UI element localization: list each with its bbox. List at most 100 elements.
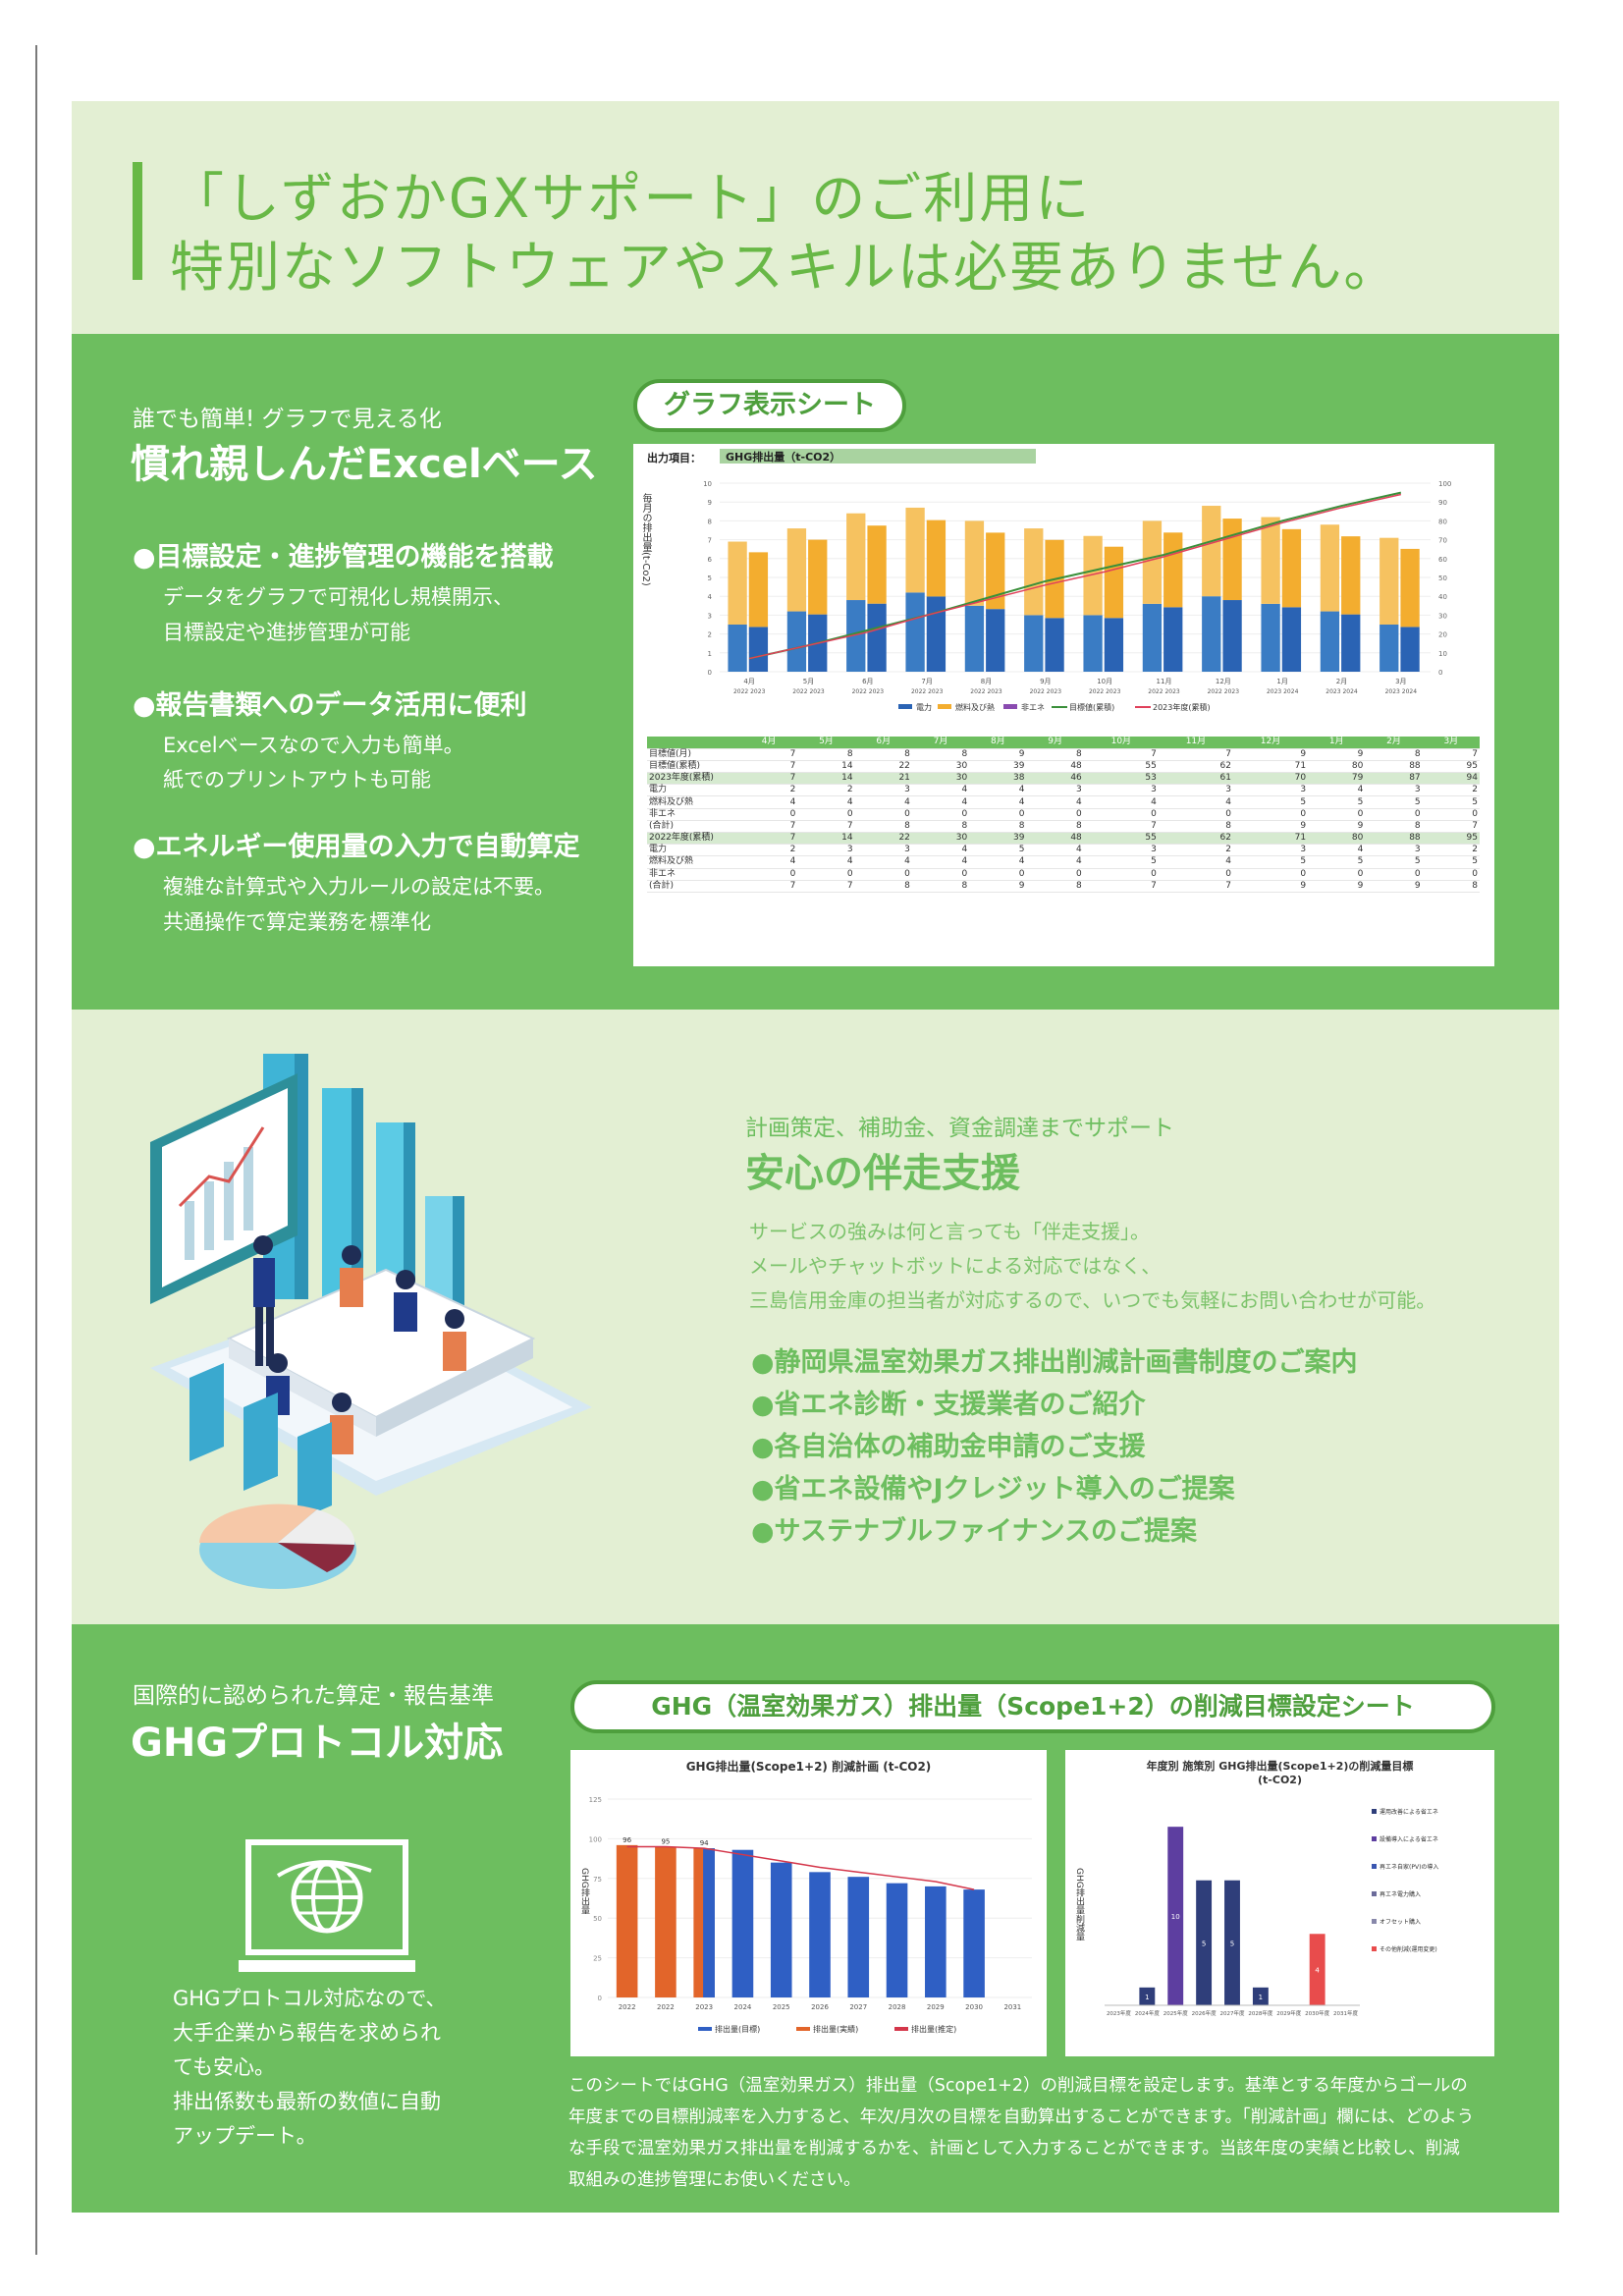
legend-label: 設備導入による省エネ: [1380, 1835, 1438, 1843]
bar-target: [847, 1877, 870, 1997]
x-tick-label: 2031年度: [1333, 2009, 1358, 2017]
legend-label: 排出量(実績): [813, 2024, 858, 2034]
table-month-header: 9月: [1026, 737, 1084, 749]
bar-fuel: [1261, 517, 1280, 604]
table-row: 目標値(累積) 7 14 22 30 39 48 55 62 71 80 88 95: [647, 760, 1480, 774]
excel-title: 慣れ親しんだExcelベース: [131, 442, 598, 487]
table-cell: 0: [1422, 808, 1480, 821]
table-cell: 0: [1026, 868, 1084, 881]
x-tick-label: 2028年度: [1248, 2009, 1272, 2017]
table-cell: 4: [1026, 855, 1084, 869]
table-cell: 5: [1308, 855, 1366, 869]
table-cell: 4: [1083, 795, 1159, 809]
support-desc: サービスの強みは何と言っても「伴走支援」。: [749, 1220, 1150, 1243]
table-cell: 3: [1083, 784, 1159, 797]
bar-label: 5: [1230, 1940, 1234, 1947]
x-tick-label: 2026年度: [1192, 2009, 1217, 2017]
table-cell: 5: [1308, 795, 1366, 809]
output-label: 出力項目：: [647, 452, 701, 465]
x-tick-label: 11月: [1157, 678, 1172, 685]
table-cell: 22: [854, 832, 912, 846]
table-cell: 71: [1232, 760, 1309, 774]
support-item: ●静岡県温室効果ガス排出削減計画書制度のご案内: [751, 1347, 1358, 1378]
bar-electricity: [728, 625, 747, 672]
bar-target: [809, 1872, 831, 1997]
y-tick-label: 10: [703, 480, 712, 488]
table-cell: 7: [740, 748, 798, 761]
table-cell: 0: [1232, 868, 1309, 881]
bar-fuel: [1104, 546, 1124, 619]
row-label: 燃料及び熱: [647, 795, 740, 809]
table-cell: 30: [911, 772, 970, 786]
x-tick-label: 4月: [743, 678, 754, 685]
y2-tick-label: 10: [1438, 650, 1447, 658]
target-bar: [1252, 1987, 1269, 2005]
bar-electricity: [786, 611, 807, 672]
table-cell: 7: [1083, 748, 1159, 761]
bar-fuel: [1400, 548, 1420, 628]
bar-fuel: [964, 520, 985, 606]
graph-sheet-caption: 温室効果ガス排出量及びエネルギー使用状況を棒グラフ及び累積折れ線グラフで表示しま…: [638, 940, 1338, 959]
table-cell: 5: [1422, 795, 1480, 809]
table-cell: 4: [1158, 795, 1233, 809]
table-cell: 4: [1308, 844, 1366, 857]
ghg-desc: ても安心。: [173, 2055, 275, 2079]
x-tick-label: 2022 2023: [733, 688, 766, 695]
table-cell: 8: [1158, 820, 1233, 834]
x-tick-label: 2030年度: [1305, 2009, 1329, 2017]
graph-sheet-card: 出力項目： GHG排出量（t-CO2） 毎月の排出量(t-Co2) 0 0 1 10 2…: [633, 444, 1494, 966]
table-cell: 4: [1158, 855, 1233, 869]
table-cell: 46: [1026, 772, 1084, 786]
excel-section: 誰でも簡単! グラフで見える化 慣れ親しんだExcelベース ●目標設定・進捗管…: [72, 334, 1559, 1010]
y2-tick-label: 70: [1438, 537, 1447, 545]
bar-electricity: [1142, 603, 1163, 672]
table-cell: 4: [797, 855, 855, 869]
bar-fuel: [1142, 520, 1163, 604]
bar-label: 4: [1315, 1967, 1320, 1975]
legend-swatch: [938, 704, 951, 709]
table-cell: 0: [1308, 808, 1366, 821]
bar-fuel: [728, 541, 747, 625]
table-cell: 8: [854, 880, 912, 893]
table-cell: 0: [854, 868, 912, 881]
table-month-header: 8月: [969, 737, 1027, 749]
table-cell: 5: [1232, 855, 1309, 869]
table-cell: 4: [969, 795, 1027, 809]
table-cell: 0: [911, 868, 970, 881]
legend-label: 再エネ自家(PV)の導入: [1380, 1863, 1438, 1871]
table-cell: 88: [1365, 832, 1423, 846]
x-tick-label: 2028: [889, 2003, 906, 2011]
bar-electricity: [1341, 614, 1361, 672]
legend-label: 目標値(累積): [1069, 702, 1114, 712]
table-cell: 0: [1365, 868, 1423, 881]
table-cell: 0: [740, 808, 798, 821]
ghg-sheet-label: GHG（温室効果ガス）排出量（Scope1+2）の削減目標設定シート: [570, 1680, 1495, 1733]
y2-tick-label: 20: [1438, 631, 1447, 639]
table-month-header: 2月: [1365, 737, 1423, 749]
table-cell: 79: [1308, 772, 1366, 786]
estimate-line: [626, 1845, 975, 1890]
table-month-header: 4月: [740, 737, 798, 749]
y-tick-label: 2: [708, 631, 712, 639]
table-cell: 0: [911, 808, 970, 821]
y-tick-label: 5: [708, 574, 712, 582]
legend-swatch: [898, 704, 912, 709]
table-row: (合計) 7 7 8 8 8 8 7 8 9 9 8 7: [647, 820, 1480, 834]
table-header-row: 4月 5月 6月 7月 8月 9月 10月 11月 12月 1月 2月 3月: [647, 737, 1480, 749]
feature-desc: データをグラフで可視化し規模開示、: [163, 585, 514, 609]
x-tick-label: 2027: [849, 2003, 867, 2011]
bar-actual: [616, 1844, 638, 1997]
x-tick-label: 3月: [1395, 678, 1406, 685]
x-tick-label: 2025: [773, 2003, 790, 2011]
table-cell: 22: [854, 760, 912, 774]
bar-electricity: [1281, 607, 1302, 672]
table-cell: 38: [969, 772, 1027, 786]
table-cell: 48: [1026, 832, 1084, 846]
table-cell: 9: [1308, 880, 1366, 893]
feature-desc: 共通操作で算定業務を標準化: [163, 910, 431, 934]
table-cell: 7: [797, 880, 855, 893]
bar-fuel: [1341, 536, 1361, 615]
table-cell: 2: [1158, 844, 1233, 857]
x-tick-label: 2023 2024: [1325, 688, 1358, 695]
table-cell: 7: [740, 772, 798, 786]
